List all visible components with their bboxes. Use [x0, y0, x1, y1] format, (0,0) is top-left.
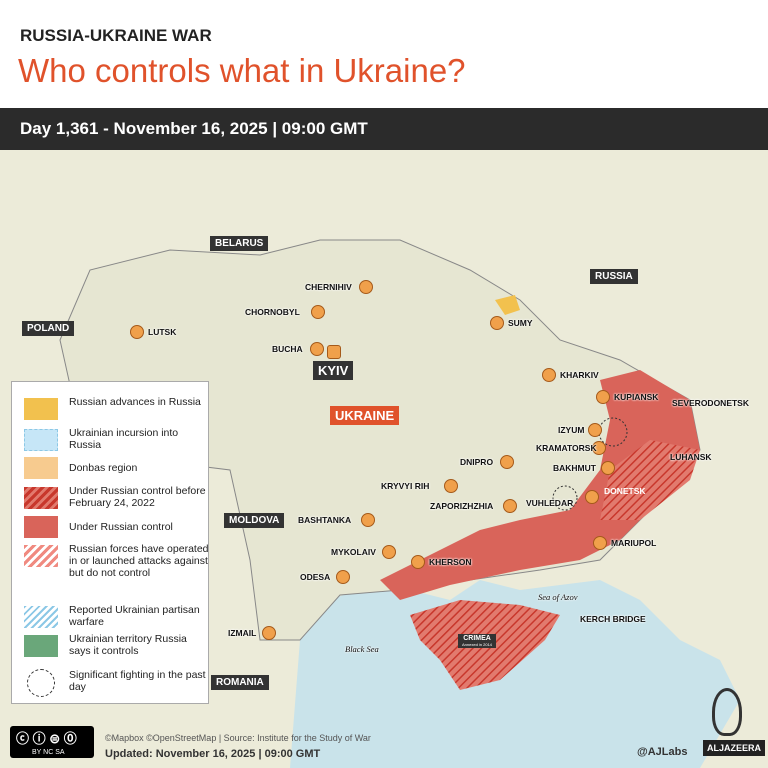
kicker: RUSSIA-UKRAINE WAR	[20, 26, 212, 45]
sea-label-azov: Sea of Azov	[538, 592, 578, 602]
credits: ©Mapbox ©OpenStreetMap | Source: Institu…	[105, 733, 371, 743]
label-crimea: CRIMEA Annexed in 2014	[458, 634, 497, 648]
city-label-mykolaiv: MYKOLAIV	[331, 547, 376, 557]
city-label-severodonetsk: SEVERODONETSK	[672, 398, 749, 408]
legend-swatch	[24, 457, 58, 479]
date-band: Day 1,361 - November 16, 2025 | 09:00 GM…	[0, 108, 768, 150]
city-label-kryvyi-rih: KRYVYI RIH	[381, 481, 430, 491]
city-label-izmail: IZMAIL	[228, 628, 257, 638]
city-marker	[490, 316, 504, 330]
aljazeera-logo-icon	[712, 688, 742, 736]
legend-swatch	[24, 635, 58, 657]
label-kerch-bridge: KERCH BRIDGE	[580, 614, 646, 624]
city-marker	[411, 555, 425, 569]
legend-swatch	[24, 545, 58, 567]
city-marker	[596, 390, 610, 404]
city-marker	[588, 423, 602, 437]
city-label-dnipro: DNIPRO	[460, 457, 494, 467]
city-marker	[542, 368, 556, 382]
city-label-lutsk: LUTSK	[148, 327, 177, 337]
kyiv-marker	[327, 345, 341, 359]
city-label-luhansk: LUHANSK	[670, 452, 712, 462]
legend-swatch	[24, 429, 58, 451]
city-label-kherson: KHERSON	[429, 557, 472, 567]
legend-swatch	[24, 487, 58, 509]
page-title: Who controls what in Ukraine?	[18, 52, 466, 89]
updated-line: Updated: November 16, 2025 | 09:00 GMT	[105, 748, 321, 760]
city-label-chornobyl: CHORNOBYL	[245, 307, 300, 317]
brand-logo: ALJAZEERA	[703, 740, 766, 756]
city-label-sumy: SUMY	[508, 318, 533, 328]
city-marker	[593, 536, 607, 550]
city-label-odesa: ODESA	[300, 572, 331, 582]
cc-license-badge: ⓒ ⓘ ⊜ ⓪ BY NC SA	[10, 726, 94, 758]
country-label-romania: ROMANIA	[211, 675, 269, 690]
fighting-zone	[598, 417, 628, 447]
city-marker	[130, 325, 144, 339]
russian-controlled-area	[380, 370, 700, 600]
black-sea	[290, 580, 740, 768]
city-marker	[359, 280, 373, 294]
city-label-bakhmut: BAKHMUT	[553, 463, 596, 473]
city-marker	[503, 499, 517, 513]
city-label-izyum: IZYUM	[558, 425, 585, 435]
sumy-advance	[495, 295, 520, 315]
country-label-poland: POLAND	[22, 321, 75, 336]
cc-icons: ⓒ ⓘ ⊜ ⓪	[16, 731, 77, 746]
city-label-chernihiv: CHERNIHIV	[305, 282, 352, 292]
crimea-name: CRIMEA	[463, 635, 491, 642]
city-marker	[310, 342, 324, 356]
city-marker	[444, 479, 458, 493]
country-label-ukraine: UKRAINE	[330, 406, 400, 425]
city-marker	[585, 490, 599, 504]
country-label-belarus: BELARUS	[210, 236, 269, 251]
dashed-circle-icon	[27, 669, 55, 697]
city-marker	[361, 513, 375, 527]
city-marker	[500, 455, 514, 469]
city-label-kyiv: KYIV	[313, 361, 354, 380]
sea-label-black: Black Sea	[345, 644, 379, 654]
social-handle: @AJLabs	[637, 746, 688, 758]
legend-swatch	[24, 398, 58, 420]
city-marker	[592, 441, 606, 455]
city-label-bucha: BUCHA	[272, 344, 303, 354]
city-marker	[336, 570, 350, 584]
city-label-vuhledar: VUHLEDAR	[526, 498, 574, 508]
city-label-zaporizhzhia: ZAPORIZHZHIA	[430, 501, 494, 511]
country-label-russia: RUSSIA	[590, 269, 638, 284]
city-label-kramatorsk: KRAMATORSK	[536, 443, 597, 453]
city-marker	[311, 305, 325, 319]
pre-2022-controlled-area	[600, 440, 700, 520]
city-label-mariupol: MARIUPOL	[611, 538, 657, 548]
fighting-zone	[552, 485, 578, 511]
legend-swatch	[24, 606, 58, 628]
crimea-note: Annexed in 2014	[462, 642, 493, 647]
city-marker	[262, 626, 276, 640]
city-marker	[382, 545, 396, 559]
city-label-bashtanka: BASHTANKA	[298, 515, 352, 525]
city-label-kharkiv: KHARKIV	[560, 370, 599, 380]
legend-swatch	[24, 516, 58, 538]
legend: Russian advances in Russia Ukrainian inc…	[11, 381, 209, 704]
city-marker	[601, 461, 615, 475]
city-label-kupiansk: KUPIANSK	[614, 392, 659, 402]
city-label-donetsk: DONETSK	[604, 486, 646, 496]
license-text: BY NC SA	[32, 749, 65, 756]
country-label-moldova: MOLDOVA	[224, 513, 285, 528]
